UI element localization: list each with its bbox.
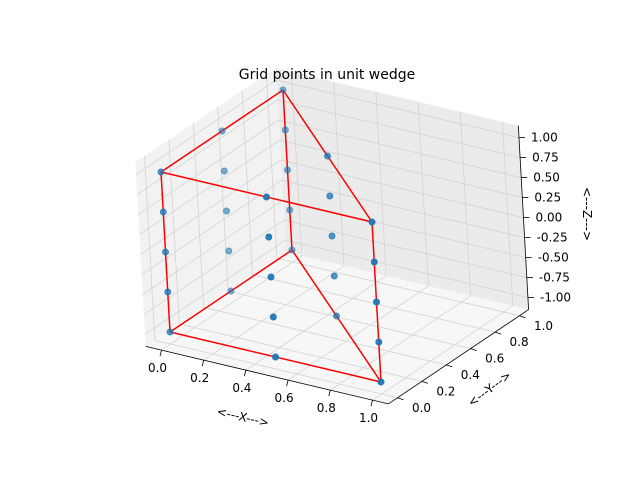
grid-point xyxy=(267,273,275,281)
grid-point xyxy=(332,312,340,320)
grid-line-y xyxy=(192,123,447,366)
z-tick-label: 0.00 xyxy=(536,211,563,225)
y-tick-label: 0.6 xyxy=(485,352,504,366)
grid-point xyxy=(269,313,277,321)
grid-point xyxy=(159,208,167,216)
grid-point xyxy=(223,207,231,215)
grid-line-z xyxy=(135,79,520,175)
z-tick-label: -0.50 xyxy=(538,251,569,265)
grid-line-x xyxy=(330,111,472,391)
y-tick-mark xyxy=(421,381,429,384)
grid-point xyxy=(283,166,291,174)
grid-point xyxy=(279,86,287,94)
grid-line-y xyxy=(168,139,422,382)
x-tick-mark xyxy=(286,380,289,387)
x-tick-label: 0.8 xyxy=(317,401,336,415)
axis-panes xyxy=(135,68,529,404)
chart-title: Grid points in unit wedge xyxy=(239,67,416,83)
grid-line-z xyxy=(139,139,523,235)
x-tick-mark xyxy=(328,390,331,397)
grid-point xyxy=(328,232,336,240)
y-tick-mark xyxy=(397,397,404,401)
x-tick-mark xyxy=(244,370,247,377)
grid-point xyxy=(166,328,174,336)
y-tick-mark xyxy=(519,315,526,319)
grid-point xyxy=(227,287,235,295)
x-tick-label: 1.0 xyxy=(359,411,378,425)
axis-lines xyxy=(145,125,529,405)
z-tick-label: 0.75 xyxy=(532,151,559,165)
x-axis-label: <---X---> xyxy=(215,404,270,430)
z-tick-label: 0.50 xyxy=(533,171,560,185)
grid-point xyxy=(225,247,233,255)
grid-point xyxy=(370,258,378,266)
grid-line-z xyxy=(142,199,526,295)
x-tick-mark xyxy=(370,400,373,407)
y-axis-line xyxy=(388,309,529,405)
grid-line-z xyxy=(144,239,529,335)
y-tick-label: 0.8 xyxy=(510,335,529,349)
z-tick-label: -0.25 xyxy=(537,231,568,245)
x-tick-mark xyxy=(201,360,205,367)
grid-point xyxy=(368,218,376,226)
y-tick-label: 0.2 xyxy=(436,384,455,398)
grid-line-y xyxy=(241,90,496,333)
grid-line-x xyxy=(203,81,345,361)
grid-point xyxy=(164,288,172,296)
x-axis-line xyxy=(145,346,389,405)
x-tick-mark xyxy=(159,350,162,357)
grid-line-x xyxy=(287,101,429,381)
x-tick-label: 0.0 xyxy=(148,361,167,375)
grid-point xyxy=(330,272,338,280)
grid-point xyxy=(271,353,279,361)
grid-point xyxy=(326,192,334,200)
x-tick-label: 0.4 xyxy=(232,381,251,395)
y-tick-mark xyxy=(446,364,453,368)
grid-point xyxy=(157,168,165,176)
y-tick-label: 0.0 xyxy=(412,401,431,415)
grid-line-y xyxy=(266,74,520,317)
grid-points xyxy=(157,86,385,386)
grid-line-z xyxy=(141,179,525,275)
z-tick-label: -0.75 xyxy=(539,271,570,285)
tick-labels: 0.0 0.2 0.4 0.6 0.8 1.0 0.0 0.2 0.4 0.6 0.8 1.0 -1.0… xyxy=(148,131,571,426)
y-tick-label: 1.0 xyxy=(534,319,553,333)
grid-point xyxy=(372,298,380,306)
z-tick-label: -1.00 xyxy=(540,291,571,305)
grid-line-z xyxy=(143,219,527,315)
z-axis-label: <---Z---> xyxy=(580,187,594,241)
grid-point xyxy=(281,126,289,134)
grid-lines xyxy=(135,71,529,401)
z-tick-label: 1.00 xyxy=(531,131,558,145)
z-tick-label: 0.25 xyxy=(534,191,561,205)
grid-point xyxy=(162,248,170,256)
grid-line-z xyxy=(136,99,521,195)
grid-point xyxy=(265,233,273,241)
grid-point xyxy=(218,127,226,135)
x-tick-label: 0.6 xyxy=(275,391,294,405)
grid-line-y xyxy=(144,156,398,399)
grid-point xyxy=(377,378,385,386)
grid-line-z xyxy=(140,159,524,255)
x-tick-label: 0.2 xyxy=(190,371,209,385)
grid-point xyxy=(288,246,296,254)
pane-floor xyxy=(145,252,529,404)
grid-line-x xyxy=(372,121,514,401)
grid-line-z xyxy=(138,119,522,215)
grid-point xyxy=(220,167,228,175)
grid-line-x xyxy=(161,71,303,351)
grid-point xyxy=(323,152,331,160)
grid-line-x xyxy=(245,91,387,371)
grid-point xyxy=(262,193,270,201)
y-tick-label: 0.4 xyxy=(461,368,480,382)
z-axis-line xyxy=(517,125,529,310)
grid-point xyxy=(286,206,294,214)
y-tick-mark xyxy=(494,331,502,335)
y-tick-mark xyxy=(470,348,477,351)
grid-point xyxy=(375,338,383,346)
